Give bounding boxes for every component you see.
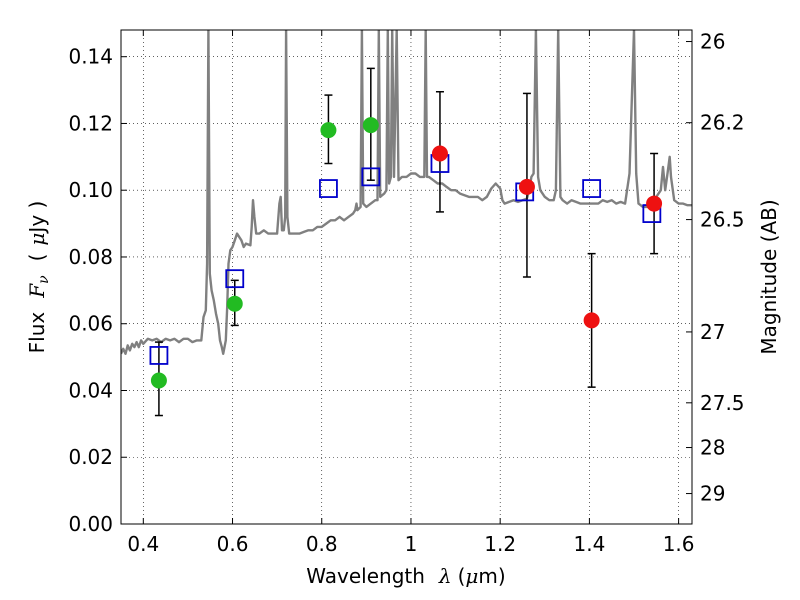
model-square-marker bbox=[225, 269, 245, 289]
right-tick-label: 28 bbox=[700, 436, 725, 460]
y-axis-label-prefix: Flux bbox=[25, 312, 49, 354]
right-tick-label: 27.5 bbox=[700, 391, 745, 415]
x-tick-label: 1 bbox=[405, 532, 418, 556]
y-axis-label-unit-rest: Jy ) bbox=[25, 201, 49, 235]
x-axis-label-prefix: Wavelength bbox=[306, 564, 425, 588]
y-axis-label-symbol: F bbox=[25, 283, 49, 299]
x-axis-label-unit-open: ( bbox=[458, 564, 466, 588]
x-axis-label-unit-mu: μ bbox=[465, 564, 478, 588]
plot-background bbox=[121, 30, 692, 524]
y-tick-label: 0.00 bbox=[68, 512, 113, 536]
photometry-point bbox=[150, 372, 167, 389]
x-tick-label: 0.8 bbox=[306, 532, 338, 556]
photometry-point bbox=[518, 178, 535, 195]
ticks: 0.4 0.6 0.8 1 1.2 1.4 1.6 0.00 0.02 0.04 0.06 0.08 0… bbox=[68, 30, 744, 556]
right-tick-label: 27 bbox=[700, 320, 725, 344]
y-tick-label: 0.06 bbox=[68, 312, 113, 336]
y-tick-label: 0.04 bbox=[68, 378, 113, 402]
right-tick-label: 26 bbox=[700, 30, 725, 54]
marker-layer bbox=[149, 117, 663, 389]
y-axis-label-unit-mu: μ bbox=[25, 233, 49, 246]
model-square-marker bbox=[319, 179, 338, 198]
y-axis-label-unit-open: ( bbox=[25, 254, 49, 262]
photometry-point bbox=[362, 117, 379, 134]
y-axis-label-subscript: ν bbox=[36, 275, 52, 284]
photometry-point bbox=[226, 295, 243, 312]
y-tick-label: 0.10 bbox=[68, 178, 113, 202]
spectrum-line bbox=[121, 30, 692, 355]
right-tick-label: 29 bbox=[700, 482, 725, 506]
x-axis-label-unit-rest: m) bbox=[478, 564, 505, 588]
photometry-point bbox=[320, 122, 337, 139]
x-tick-label: 0.4 bbox=[127, 532, 159, 556]
right-axis-label: Magnitude (AB) bbox=[757, 199, 781, 354]
y-tick-label: 0.12 bbox=[68, 111, 113, 135]
y-tick-label: 0.14 bbox=[68, 45, 113, 69]
model-square-marker bbox=[361, 167, 381, 187]
x-tick-label: 0.6 bbox=[217, 532, 249, 556]
right-tick-label: 26.2 bbox=[700, 111, 745, 135]
data-layer bbox=[121, 30, 692, 355]
x-tick-label: 1.2 bbox=[484, 532, 516, 556]
y-axis-label: Flux Fν ( μJy ) bbox=[25, 201, 52, 354]
x-axis-label-symbol: λ bbox=[438, 564, 452, 588]
photometry-point bbox=[431, 145, 448, 162]
photometry-point bbox=[646, 195, 663, 212]
model-square-marker bbox=[582, 179, 602, 198]
x-axis-label: Wavelength λ (μm) bbox=[306, 564, 505, 588]
x-tick-label: 1.4 bbox=[573, 532, 605, 556]
y-tick-label: 0.02 bbox=[68, 445, 113, 469]
photometry-point bbox=[583, 312, 600, 329]
y-tick-label: 0.08 bbox=[68, 245, 113, 269]
right-tick-label: 26.5 bbox=[700, 208, 745, 232]
plot-frame bbox=[120, 29, 693, 525]
model-square-marker bbox=[149, 346, 169, 365]
x-tick-label: 1.6 bbox=[663, 532, 695, 556]
